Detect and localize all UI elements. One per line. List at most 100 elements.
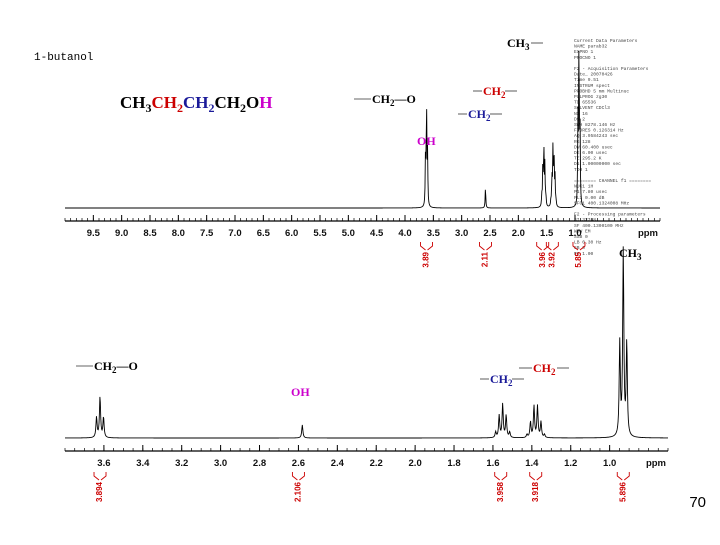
parameter-line: AQ 3.9584243 sec [574,133,618,139]
x-tick-label: 3.5 [427,228,441,239]
integral-bracket [529,472,543,481]
x-tick-label: 2.6 [292,458,305,469]
x-axis-label: ppm [646,458,666,469]
x-tick-label: 2.8 [253,458,266,469]
x-tick-label: 4.5 [370,228,384,239]
annotation-suffix: —O [394,92,416,106]
parameter-line: DE 6.00 usec [574,150,607,156]
parameter-line: PROBHD 5 mm Multinuc [574,88,629,94]
x-tick-label: 6.5 [257,228,271,239]
parameter-line: PC 1.00 [574,251,594,257]
annotation-subscript: 2 [501,90,506,100]
x-tick-label: 2.0 [409,458,422,469]
peak-annotation: CH2 [483,84,506,100]
x-tick-label: 7.0 [228,228,241,239]
integral-value: 3.958 [496,481,505,502]
parameter-line: DW 60.400 usec [574,144,613,150]
parameter-line: SWH 8278.146 Hz [574,122,616,128]
annotation-subscript: 3 [525,42,530,52]
parameter-line: PROCNO 1 [574,55,596,61]
integral-bracket [291,472,305,481]
peak-annotation: CH2—O [94,359,138,375]
integral-value: 3.92 [547,251,556,267]
parameter-line: TD 65536 [574,100,596,106]
integral-bracket [572,242,586,251]
annotation-text: CH [483,84,502,98]
parameter-line: D1 1.00000000 sec [574,161,621,167]
peak-annotation: CH3 [507,36,530,52]
annotation-suffix: —O [116,359,138,373]
integral-bracket [536,242,550,251]
parameter-line: SI 32768 [574,217,596,223]
annotation-text: CH [533,361,552,375]
annotation-text: OH [291,385,310,399]
integral-value: 5.85 [574,251,583,267]
x-tick-label: 6.0 [285,228,298,239]
x-tick-label: 1.6 [486,458,499,469]
integral-bracket [479,242,492,251]
x-tick-label: 2.2 [370,458,383,469]
formula-part: CH [183,93,209,112]
peak-annotation: OH [417,134,436,148]
peak-annotation: CH2 [468,107,491,123]
parameter-line: FIDRES 0.126314 Hz [574,128,624,134]
parameter-line: EXPNO 1 [574,49,594,55]
annotation-text: CH [468,107,487,121]
peak-annotation: OH [291,385,310,399]
annotation-subscript: 2 [112,365,117,375]
spectrum-trace [65,246,668,439]
x-tick-label: 2.0 [512,228,525,239]
x-tick-label: 2.4 [331,458,345,469]
x-tick-label: 8.5 [143,228,157,239]
parameter-line: Date_ 20070426 [574,72,613,78]
x-tick-label: 7.5 [200,228,214,239]
peak-annotation: CH2 [533,361,556,377]
spectrum-trace [65,51,660,209]
slide-number: 70 [689,494,706,511]
peak-annotation: CH3 [619,246,642,262]
formula-part: CH [152,93,178,112]
x-tick-label: 1.4 [525,458,539,469]
x-tick-label: 1.0 [603,458,616,469]
sample-label: 1-butanol [34,52,93,64]
parameter-line: PULPROG zg30 [574,94,607,100]
parameter-line: ======== CHANNEL f1 ======== [574,178,651,184]
parameter-line: TD0 1 [574,167,588,173]
integral-bracket [93,472,107,481]
annotation-subscript: 2 [508,378,513,388]
x-tick-label: 3.2 [175,458,188,469]
parameter-line: GB 0 [574,245,585,251]
formula-part: 2 [240,101,246,115]
parameter-line: Current Data Parameters [574,38,638,44]
integral-value: 5.896 [618,481,627,502]
x-tick-label: 1.5 [540,228,554,239]
expanded-spectrum-chart: 3.6 3.4 3.2 3.0 2.8 2.6 2.4 2.2 2.0 1.8 1.6 1.4 1.2 1… [64,246,669,502]
formula-part: 3 [146,101,152,115]
x-tick-label: 3.6 [97,458,110,469]
parameter-line: P1 7.80 usec [574,189,607,195]
parameter-line: NUC1 1H [574,184,594,190]
annotation-subscript: 3 [637,252,642,262]
annotation-subscript: 2 [390,98,395,108]
parameter-line: F2 - Acquisition Parameters [574,66,649,72]
parameter-line: NAME parab32 [574,44,607,50]
x-tick-label: 1.0 [568,228,581,239]
x-tick-label: 9.0 [115,228,128,239]
parameter-line: PL1 0.00 dB [574,195,605,201]
formula-part: 2 [177,101,183,115]
x-tick-label: 1.8 [447,458,460,469]
x-tick-label: 5.5 [313,228,327,239]
peak-annotation: CH2 [490,372,513,388]
integral-bracket [494,472,508,481]
x-tick-label: 3.0 [455,228,468,239]
parameter-line: WDW EM [574,228,591,234]
parameter-line: INSTRUM spect [574,83,610,89]
annotation-text: OH [417,134,436,148]
x-axis-label: ppm [638,228,658,239]
integral-value: 3.96 [538,251,547,267]
parameter-line: SF 400.1300100 MHz [574,223,624,229]
formula-part: 2 [209,101,215,115]
